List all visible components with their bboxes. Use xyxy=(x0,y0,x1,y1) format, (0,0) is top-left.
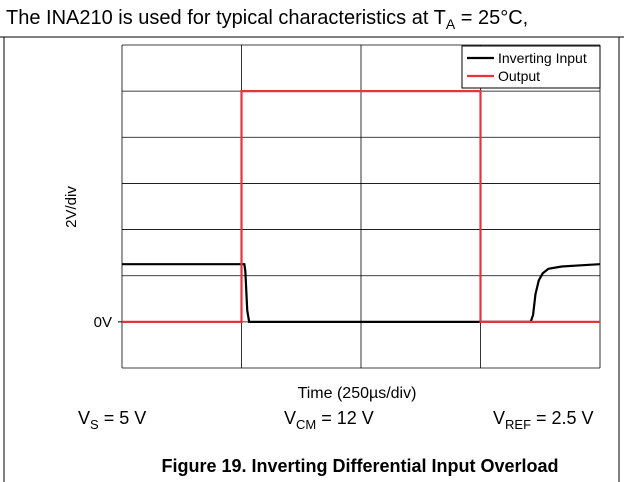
header-text: The INA210 is used for typical character… xyxy=(6,7,446,29)
annotation-rest: = 2.5 V xyxy=(531,408,594,428)
legend-label: Output xyxy=(498,68,540,84)
y-tick-label: 0V xyxy=(94,314,112,331)
legend-label: Inverting Input xyxy=(498,50,587,66)
annotation: VCM = 12 V xyxy=(284,408,374,432)
annotation: VREF = 2.5 V xyxy=(493,408,594,432)
annotation-text: V xyxy=(493,408,505,428)
annotation-sub: CM xyxy=(296,417,316,432)
x-label: Time (250µs/div) xyxy=(298,385,417,402)
series-line xyxy=(122,263,601,323)
series-line xyxy=(122,90,600,323)
annotation-sub: S xyxy=(90,417,99,432)
header: The INA210 is used for typical character… xyxy=(6,7,528,32)
y-label: 2V/div xyxy=(63,186,80,228)
caption: Figure 19. Inverting Differential Input … xyxy=(161,456,558,476)
annotation-text: V xyxy=(284,408,296,428)
annotation-rest: = 5 V xyxy=(99,408,147,428)
header-sub: A xyxy=(446,16,456,32)
annotation-text: V xyxy=(78,408,90,428)
legend-box xyxy=(461,45,601,89)
annotation-sub: REF xyxy=(505,417,531,432)
annotation-rest: = 12 V xyxy=(316,408,374,428)
annotation: VS = 5 V xyxy=(78,408,146,432)
header-rest: = 25°C, xyxy=(455,7,528,29)
